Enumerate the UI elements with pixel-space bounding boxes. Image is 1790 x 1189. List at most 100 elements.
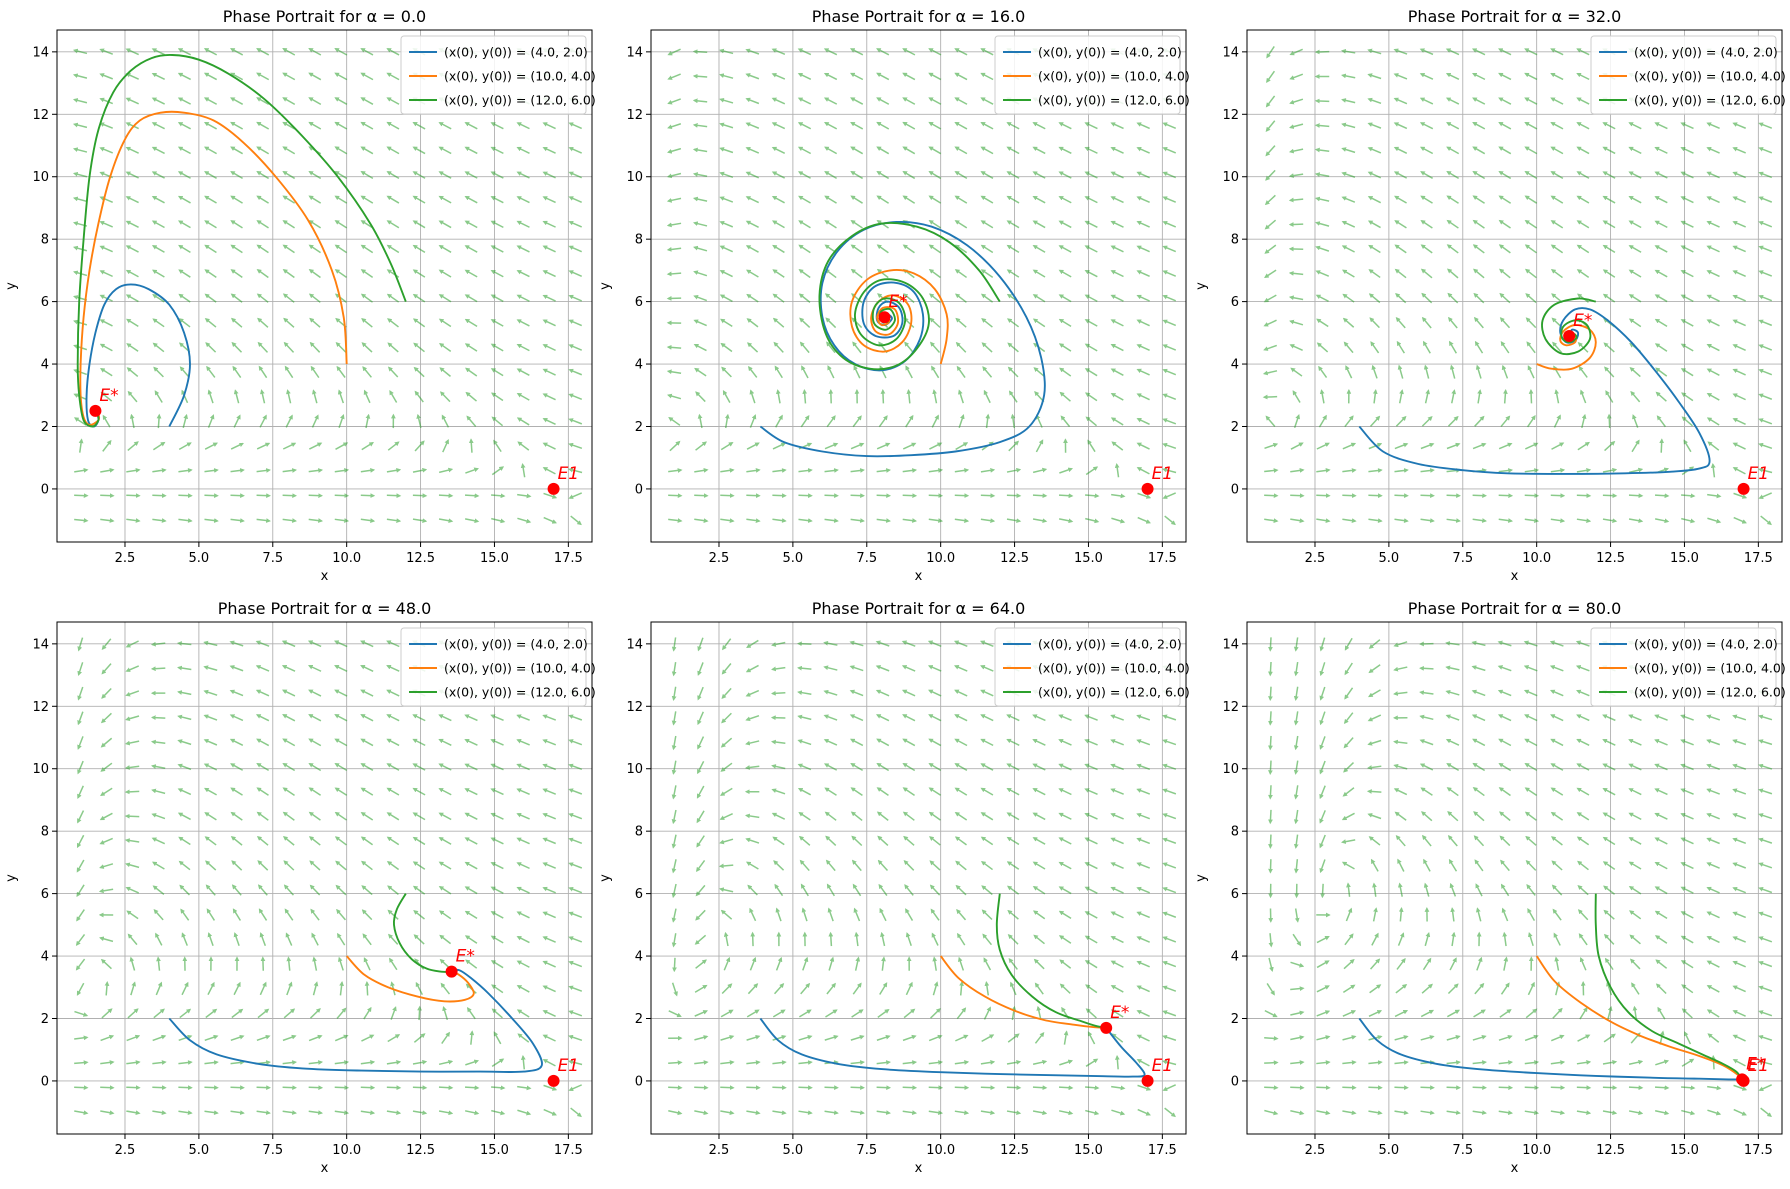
vector-field-arrow xyxy=(542,270,556,278)
vector-field-arrow xyxy=(516,270,530,278)
vector-field-arrow xyxy=(465,467,479,474)
y-tick-label: 6 xyxy=(41,887,49,902)
vector-field-arrow xyxy=(1419,665,1434,671)
legend-box xyxy=(400,35,587,115)
vector-field-arrow xyxy=(824,468,839,473)
vector-field-arrow xyxy=(151,195,165,204)
vector-field-arrow xyxy=(99,270,113,278)
vector-field-arrow xyxy=(692,196,708,202)
vector-field-arrow xyxy=(334,48,348,56)
vector-field-arrow xyxy=(102,439,112,452)
equilibrium-label: E* xyxy=(889,292,908,312)
vector-field-arrow xyxy=(74,1060,89,1065)
vector-field-arrow xyxy=(256,72,270,81)
vector-field-arrow xyxy=(516,319,530,327)
vector-field-arrow xyxy=(464,122,478,130)
vector-field-arrow xyxy=(151,220,165,229)
trajectories xyxy=(76,53,407,428)
y-tick-label: 6 xyxy=(635,887,643,902)
vector-field-arrow xyxy=(1711,1054,1716,1070)
equilibrium-point xyxy=(547,482,560,495)
vector-field-arrow xyxy=(152,518,167,523)
vector-field-arrow xyxy=(178,220,191,229)
vector-field-arrow xyxy=(772,269,785,278)
vector-field-arrow xyxy=(230,171,243,180)
vector-field-arrow xyxy=(151,171,165,179)
vector-field-arrow xyxy=(799,341,810,354)
vector-field-arrow xyxy=(438,294,452,303)
vector-field-arrow xyxy=(517,441,530,451)
vector-field-arrow xyxy=(360,171,374,180)
vector-field-arrow xyxy=(125,220,139,228)
x-tick-label: 7.5 xyxy=(262,1143,283,1158)
vector-field-arrow xyxy=(694,467,709,473)
vector-field-arrow xyxy=(283,317,295,328)
vector-field-arrow xyxy=(692,98,708,104)
vector-field-arrow xyxy=(904,341,914,354)
vector-field-arrow xyxy=(1268,785,1273,800)
vector-field-arrow xyxy=(334,171,348,180)
x-axis-label: x xyxy=(915,1161,923,1176)
vector-field-arrow xyxy=(256,518,271,523)
vector-field-arrow xyxy=(772,293,785,303)
vector-field-arrow xyxy=(772,518,787,523)
vector-field-arrow xyxy=(338,414,345,428)
vector-field-arrow xyxy=(798,220,811,229)
x-tick-label: 12.5 xyxy=(1000,551,1029,566)
vector-field-arrow xyxy=(801,365,809,379)
equilibrium-label: E1 xyxy=(1152,464,1174,484)
vector-field-arrow xyxy=(852,415,862,428)
vector-field-arrow xyxy=(1528,388,1534,404)
vector-field-arrow xyxy=(745,171,760,179)
vector-field-arrow xyxy=(99,73,114,80)
vector-field-arrow xyxy=(493,439,502,453)
vector-field-arrow xyxy=(360,244,374,254)
vector-field-arrow xyxy=(389,390,398,403)
equilibrium-point xyxy=(1563,329,1576,342)
vector-field-arrow xyxy=(878,415,888,428)
vector-field-arrow xyxy=(182,413,188,429)
vector-field-arrow xyxy=(902,72,916,81)
vector-field-arrow xyxy=(823,48,838,56)
vector-field-arrow xyxy=(693,294,708,302)
vector-field-arrow xyxy=(1058,493,1074,499)
vector-field-arrow xyxy=(669,440,681,452)
vector-field-arrow xyxy=(412,518,428,523)
vector-field-arrow xyxy=(309,341,321,353)
equilibrium-point xyxy=(878,311,891,324)
vector-field-arrow xyxy=(308,97,322,105)
vector-field-arrow xyxy=(516,220,530,228)
legend-label-3: (x(0), y(0)) = (12.0, 6.0) xyxy=(1634,685,1786,700)
vector-field-arrow xyxy=(386,121,400,130)
equilibrium-point xyxy=(1141,1074,1154,1087)
vector-field-arrow xyxy=(256,121,270,130)
vector-field-arrow xyxy=(412,244,426,254)
legend-label-2: (x(0), y(0)) = (10.0, 4.0) xyxy=(1038,661,1190,676)
legend-label-1: (x(0), y(0)) = (4.0, 2.0) xyxy=(1634,637,1778,652)
vector-field-arrow xyxy=(667,123,682,130)
vector-field-arrow xyxy=(439,342,452,353)
vector-field-arrow xyxy=(151,245,165,253)
vector-field-arrow xyxy=(464,269,478,278)
legend-label-3: (x(0), y(0)) = (12.0, 6.0) xyxy=(1038,93,1190,108)
vector-field-arrow xyxy=(178,269,191,278)
vector-field-arrow xyxy=(308,170,322,180)
x-tick-label: 12.5 xyxy=(1596,1143,1625,1158)
legend-label-1: (x(0), y(0)) = (4.0, 2.0) xyxy=(1634,45,1778,60)
vector-field-arrow xyxy=(308,121,322,130)
vector-field-arrow xyxy=(772,468,787,473)
vector-field-arrow xyxy=(772,317,785,328)
x-tick-label: 15.0 xyxy=(1074,551,1103,566)
vector-field-arrow xyxy=(823,97,838,105)
x-tick-label: 10.0 xyxy=(926,1143,955,1158)
vector-field-arrow xyxy=(1032,1085,1048,1091)
x-tick-label: 2.5 xyxy=(1305,551,1326,566)
vector-field-arrow xyxy=(233,414,241,428)
vector-field-arrow xyxy=(853,365,861,379)
vector-field-arrow xyxy=(745,97,760,105)
x-tick-label: 2.5 xyxy=(115,1143,136,1158)
vector-field-arrow xyxy=(826,341,836,354)
vector-field-arrow xyxy=(746,442,760,450)
vector-field-arrow xyxy=(902,121,916,130)
vector-field-arrow xyxy=(719,220,734,228)
